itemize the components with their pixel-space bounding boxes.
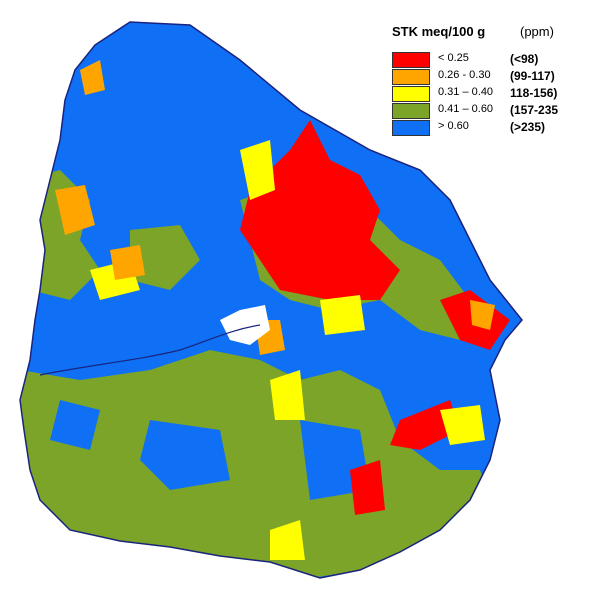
legend-range: 0.41 – 0.60 — [438, 103, 494, 115]
legend-range: 0.26 - 0.30 — [438, 69, 491, 81]
legend-title: STK meq/100 g — [392, 24, 486, 39]
legend-swatch — [392, 69, 430, 85]
legend-ppm: (>235) — [510, 120, 546, 134]
legend-swatch — [392, 103, 430, 119]
legend-item: 0.41 – 0.60 (157-235 — [392, 103, 592, 119]
legend-item: < 0.25 (<98) — [392, 52, 592, 68]
country-outline — [19, 21, 523, 579]
river — [39, 324, 261, 376]
legend-ppm: (<98) — [510, 52, 539, 66]
legend: STK meq/100 g (ppm) < 0.25 (<98) 0.26 - 0.… — [392, 24, 592, 144]
legend-swatch — [392, 52, 430, 68]
legend-ppm: (157-235 — [510, 103, 559, 117]
legend-item: > 0.60 (>235) — [392, 120, 592, 136]
legend-range: > 0.60 — [438, 120, 469, 132]
legend-range: 0.31 – 0.40 — [438, 86, 494, 98]
legend-ppm: (99-117) — [510, 69, 555, 83]
legend-item: 0.31 – 0.40 118-156) — [392, 86, 592, 102]
legend-ppm: 118-156) — [510, 86, 558, 100]
legend-item: 0.26 - 0.30 (99-117) — [392, 69, 592, 85]
legend-swatch — [392, 86, 430, 102]
legend-swatch — [392, 120, 430, 136]
legend-unit: (ppm) — [520, 24, 554, 39]
legend-range: < 0.25 — [438, 52, 469, 64]
